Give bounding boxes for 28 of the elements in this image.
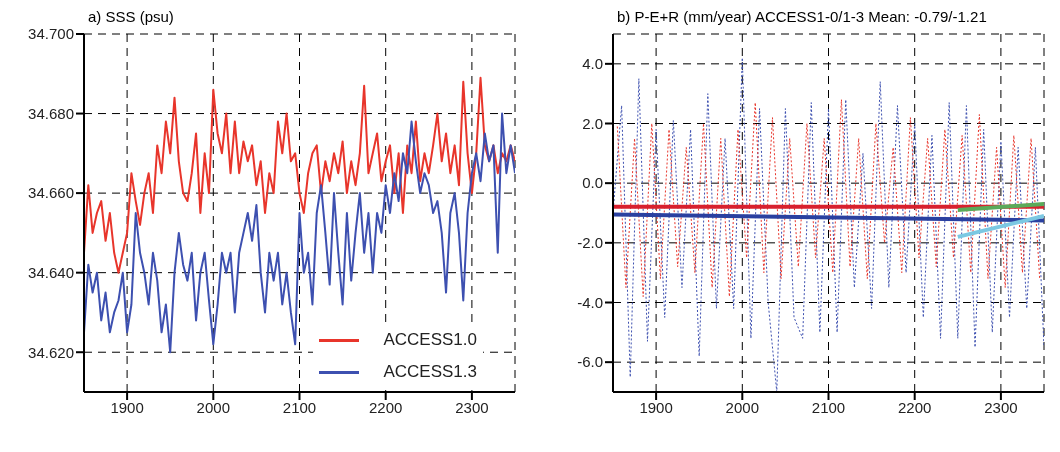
y-tick-label: 34.680 [28,104,74,122]
x-tick-label: 1900 [639,398,673,416]
x-tick-label: 2200 [898,398,932,416]
x-tick-label: 2000 [725,398,759,416]
line-series [84,76,515,274]
legend-label: ACCESS1.3 [383,361,477,383]
y-tick-label: 34.620 [28,343,74,361]
y-tick-label: -4.0 [577,293,603,311]
y-tick-label: 34.660 [28,184,74,202]
x-tick-label: 2300 [984,398,1018,416]
chart-title: a) SSS (psu) [88,8,174,25]
y-tick-label: -2.0 [577,234,603,252]
x-tick-label: 2100 [282,398,317,416]
x-tick-label: 1900 [110,398,144,416]
x-tick-label: 2000 [196,398,230,416]
x-tick-label: 2300 [455,398,489,416]
line-series [616,99,1041,298]
y-tick-label: 34.640 [28,263,74,281]
x-tick-label: 2200 [369,398,403,416]
legend-label: ACCESS1.0 [383,329,477,351]
y-tick-label: -6.0 [577,353,603,371]
chart-title: b) P-E+R (mm/year) ACCESS1-0/1-3 Mean: -0.79/-1.21 [617,8,987,25]
y-tick-label: 34.700 [28,25,74,43]
y-tick-label: 0.0 [582,174,603,192]
line-series [84,112,515,354]
y-tick-label: 4.0 [582,55,603,73]
y-tick-label: 2.0 [582,114,603,132]
x-tick-label: 2100 [811,398,846,416]
